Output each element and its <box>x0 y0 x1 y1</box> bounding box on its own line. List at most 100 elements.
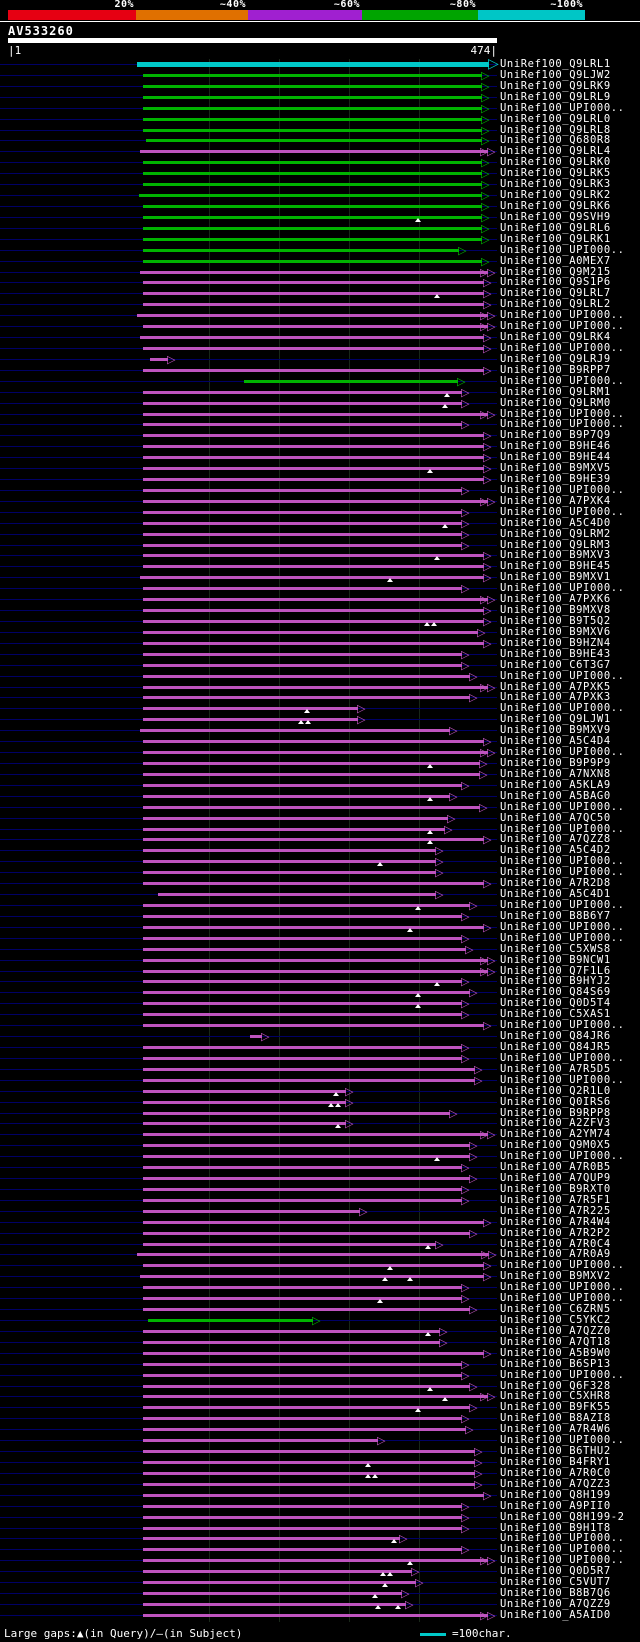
hit-accession[interactable]: UniRef100_Q6F328 <box>500 1379 611 1392</box>
hit-accession[interactable]: UniRef100_A7R0C4 <box>500 1237 611 1250</box>
alignment-bar[interactable] <box>143 1264 484 1268</box>
hit-accession[interactable]: UniRef100_UPI000.. <box>500 746 625 759</box>
alignment-bar[interactable] <box>143 204 482 208</box>
alignment-bar[interactable] <box>143 925 484 929</box>
alignment-bar[interactable] <box>143 1122 346 1126</box>
hit-accession[interactable]: UniRef100_A7QT18 <box>500 1335 611 1348</box>
alignment-bar[interactable] <box>143 1111 450 1115</box>
hit-accession[interactable]: UniRef100_A5C4D4 <box>500 735 611 748</box>
alignment-bar[interactable] <box>143 1373 462 1377</box>
hit-accession[interactable]: UniRef100_B9HYJ2 <box>500 975 611 988</box>
alignment-bar[interactable] <box>140 150 488 154</box>
hit-accession[interactable]: UniRef100_B9HZN4 <box>500 636 611 649</box>
hit-accession[interactable]: UniRef100_A7PXK6 <box>500 593 611 606</box>
hit-accession[interactable]: UniRef100_A7R4W4 <box>500 1215 611 1228</box>
alignment-bar[interactable] <box>143 456 484 460</box>
hit-accession[interactable]: UniRef100_B9MXV1 <box>500 571 611 584</box>
hit-accession[interactable]: UniRef100_B8B7Q6 <box>500 1587 611 1600</box>
alignment-bar[interactable] <box>143 1384 470 1388</box>
alignment-bar[interactable] <box>143 303 484 307</box>
hit-accession[interactable]: UniRef100_Q9LRK2 <box>500 189 611 202</box>
hit-accession[interactable]: UniRef100_A7QC50 <box>500 811 611 824</box>
alignment-bar[interactable] <box>140 336 484 340</box>
hit-accession[interactable]: UniRef100_UPI000.. <box>500 1543 625 1556</box>
alignment-bar[interactable] <box>143 226 482 230</box>
alignment-bar[interactable] <box>143 783 462 787</box>
alignment-bar[interactable] <box>150 357 168 361</box>
hit-accession[interactable]: UniRef100_Q9LRL0 <box>500 112 611 125</box>
hit-accession[interactable]: UniRef100_A7PXK4 <box>500 494 611 507</box>
alignment-bar[interactable] <box>143 1395 488 1399</box>
alignment-bar[interactable] <box>143 543 462 547</box>
alignment-bar[interactable] <box>140 1275 484 1279</box>
hit-accession[interactable]: UniRef100_Q7F1L6 <box>500 964 611 977</box>
hit-accession[interactable]: UniRef100_Q9LRK3 <box>500 178 611 191</box>
alignment-bar[interactable] <box>143 740 484 744</box>
alignment-bar[interactable] <box>143 510 462 514</box>
hit-accession[interactable]: UniRef100_B9RPP8 <box>500 1106 611 1119</box>
hit-accession[interactable]: UniRef100_A2YM74 <box>500 1128 611 1141</box>
alignment-bar[interactable] <box>143 1242 436 1246</box>
hit-accession[interactable]: UniRef100_UPI000.. <box>500 505 625 518</box>
alignment-bar[interactable] <box>143 532 462 536</box>
hit-accession[interactable]: UniRef100_A7QUP9 <box>500 1172 611 1185</box>
hit-accession[interactable]: UniRef100_B9HE39 <box>500 473 611 486</box>
hit-accession[interactable]: UniRef100_Q9LRJ9 <box>500 352 611 365</box>
hit-accession[interactable]: UniRef100_B9P9P9 <box>500 757 611 769</box>
hit-accession[interactable]: UniRef100_Q9LRK4 <box>500 331 611 344</box>
hit-accession[interactable]: UniRef100_Q9LJW2 <box>500 68 611 81</box>
alignment-bar[interactable] <box>143 1406 470 1410</box>
hit-accession[interactable]: UniRef100_A7QZZ9 <box>500 1597 611 1610</box>
alignment-bar[interactable] <box>143 1100 346 1104</box>
alignment-bar[interactable] <box>143 1045 462 1049</box>
alignment-bar[interactable] <box>143 1155 470 1159</box>
hit-accession[interactable]: UniRef100_A7QZZ8 <box>500 833 611 846</box>
alignment-bar[interactable] <box>143 95 482 99</box>
hit-accession[interactable]: UniRef100_Q84JR6 <box>500 1030 611 1043</box>
hit-accession[interactable]: UniRef100_Q9LRL4 <box>500 145 611 158</box>
hit-accession[interactable]: UniRef100_Q680R8 <box>500 134 611 147</box>
hit-accession[interactable]: UniRef100_B4FRY1 <box>500 1456 611 1468</box>
hit-accession[interactable]: UniRef100_UPI000.. <box>500 582 625 595</box>
alignment-bar[interactable] <box>143 914 462 918</box>
hit-accession[interactable]: UniRef100_C5VUT7 <box>500 1576 611 1589</box>
alignment-bar[interactable] <box>137 1253 489 1257</box>
alignment-bar[interactable] <box>146 139 482 143</box>
alignment-bar[interactable] <box>143 849 436 853</box>
hit-accession[interactable]: UniRef100_Q9LRL9 <box>500 90 611 103</box>
hit-accession[interactable]: UniRef100_Q9LRK9 <box>500 79 611 92</box>
hit-accession[interactable]: UniRef100_B9FK55 <box>500 1401 611 1414</box>
alignment-bar[interactable] <box>143 488 462 492</box>
alignment-bar[interactable] <box>143 871 436 875</box>
alignment-bar[interactable] <box>143 838 484 842</box>
alignment-bar[interactable] <box>143 1613 488 1617</box>
alignment-bar[interactable] <box>143 521 462 525</box>
alignment-bar[interactable] <box>143 969 488 973</box>
hit-accession[interactable]: UniRef100_UPI000.. <box>500 1259 625 1272</box>
hit-accession[interactable]: UniRef100_Q0D5T4 <box>500 997 611 1010</box>
alignment-bar[interactable] <box>143 467 484 471</box>
hit-accession[interactable]: UniRef100_UPI000.. <box>500 800 625 813</box>
alignment-bar[interactable] <box>143 641 484 645</box>
alignment-bar[interactable] <box>143 128 482 132</box>
hit-accession[interactable]: UniRef100_UPI000.. <box>500 898 625 911</box>
alignment-bar[interactable] <box>143 281 484 285</box>
hit-accession[interactable]: UniRef100_Q9M215 <box>500 265 611 278</box>
hit-accession[interactable]: UniRef100_A7PXK5 <box>500 680 611 693</box>
alignment-bar[interactable] <box>143 1177 470 1181</box>
hit-accession[interactable]: UniRef100_A7NXN8 <box>500 767 611 780</box>
alignment-bar[interactable] <box>143 696 470 700</box>
alignment-bar[interactable] <box>143 401 462 405</box>
hit-accession[interactable]: UniRef100_A5C4D0 <box>500 516 611 529</box>
alignment-bar[interactable] <box>143 609 484 613</box>
hit-accession[interactable]: UniRef100_Q9LRM0 <box>500 396 611 409</box>
hit-accession[interactable]: UniRef100_UPI000.. <box>500 669 625 682</box>
hit-accession[interactable]: UniRef100_Q0IRS6 <box>500 1095 611 1108</box>
hit-accession[interactable]: UniRef100_UPI000.. <box>500 374 625 387</box>
alignment-bar[interactable] <box>143 816 448 820</box>
hit-accession[interactable]: UniRef100_A7R0A9 <box>500 1248 611 1261</box>
alignment-bar[interactable] <box>143 499 488 503</box>
hit-accession[interactable]: UniRef100_A7R2P2 <box>500 1226 611 1239</box>
hit-accession[interactable]: UniRef100_B9MXV6 <box>500 625 611 638</box>
hit-accession[interactable]: UniRef100_Q8H199-2 <box>500 1510 625 1523</box>
